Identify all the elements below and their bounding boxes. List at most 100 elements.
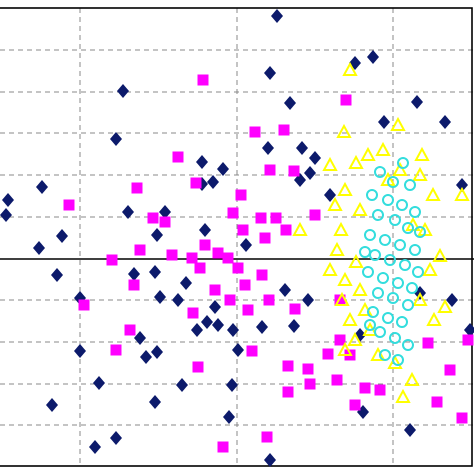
point xyxy=(227,323,239,337)
point xyxy=(212,318,224,332)
point xyxy=(464,323,474,337)
point xyxy=(282,386,294,398)
point xyxy=(304,378,316,390)
point xyxy=(63,199,75,211)
point xyxy=(187,307,199,319)
point xyxy=(259,232,271,244)
point xyxy=(454,186,470,201)
point xyxy=(217,441,229,453)
point xyxy=(128,279,140,291)
point xyxy=(249,126,261,138)
point xyxy=(89,440,101,454)
point xyxy=(439,115,451,129)
point xyxy=(414,226,426,238)
point xyxy=(387,292,399,304)
point xyxy=(56,229,68,243)
point xyxy=(395,388,411,403)
point xyxy=(279,283,291,297)
point xyxy=(334,294,346,306)
point xyxy=(422,337,434,349)
point xyxy=(264,453,276,467)
point xyxy=(302,293,314,307)
point xyxy=(444,364,456,376)
point xyxy=(340,94,352,106)
point xyxy=(78,299,90,311)
point xyxy=(190,177,202,189)
point xyxy=(180,276,192,290)
point xyxy=(304,166,316,180)
point xyxy=(172,151,184,163)
point xyxy=(140,350,152,364)
point xyxy=(404,179,416,191)
point xyxy=(262,141,274,155)
point xyxy=(134,331,146,345)
point xyxy=(110,431,122,445)
point xyxy=(425,186,441,201)
point xyxy=(334,291,350,306)
point xyxy=(366,189,378,201)
point xyxy=(364,229,376,241)
point xyxy=(106,254,118,266)
point xyxy=(209,284,221,296)
point xyxy=(360,146,376,161)
point xyxy=(194,262,206,274)
point xyxy=(191,323,203,337)
point xyxy=(322,261,338,276)
point xyxy=(364,319,376,331)
point xyxy=(431,396,443,408)
point xyxy=(296,141,308,155)
point xyxy=(186,252,198,264)
point xyxy=(402,299,414,311)
point xyxy=(256,320,268,334)
point xyxy=(379,234,391,246)
point xyxy=(149,265,161,279)
point xyxy=(278,124,290,136)
point xyxy=(426,311,442,326)
point xyxy=(309,209,321,221)
point xyxy=(154,290,166,304)
point xyxy=(264,164,276,176)
point xyxy=(199,239,211,251)
point xyxy=(256,269,268,281)
point xyxy=(337,341,353,356)
point xyxy=(147,212,159,224)
point xyxy=(372,209,384,221)
point xyxy=(336,123,352,138)
point xyxy=(209,300,221,314)
point xyxy=(226,378,238,392)
point xyxy=(284,96,296,110)
point xyxy=(124,324,136,336)
point xyxy=(387,354,403,369)
point xyxy=(389,214,401,226)
point xyxy=(411,95,423,109)
point xyxy=(359,382,371,394)
point xyxy=(422,261,438,276)
point xyxy=(117,84,129,98)
point xyxy=(288,319,300,333)
point xyxy=(36,180,48,194)
point xyxy=(166,249,178,261)
point xyxy=(367,50,379,64)
point xyxy=(402,339,414,351)
point xyxy=(176,378,188,392)
point xyxy=(322,348,334,360)
point xyxy=(387,176,399,188)
plot-frame xyxy=(0,7,473,467)
point xyxy=(110,132,122,146)
point xyxy=(347,331,363,346)
point xyxy=(409,244,421,256)
point xyxy=(0,208,12,222)
point xyxy=(337,181,353,196)
point xyxy=(329,241,345,256)
point xyxy=(352,201,368,216)
point xyxy=(348,154,364,169)
point xyxy=(333,221,349,236)
point xyxy=(412,266,424,278)
point xyxy=(134,244,146,256)
point xyxy=(337,271,353,286)
point xyxy=(394,239,406,251)
point xyxy=(289,303,301,315)
point xyxy=(382,312,394,324)
point xyxy=(255,212,267,224)
